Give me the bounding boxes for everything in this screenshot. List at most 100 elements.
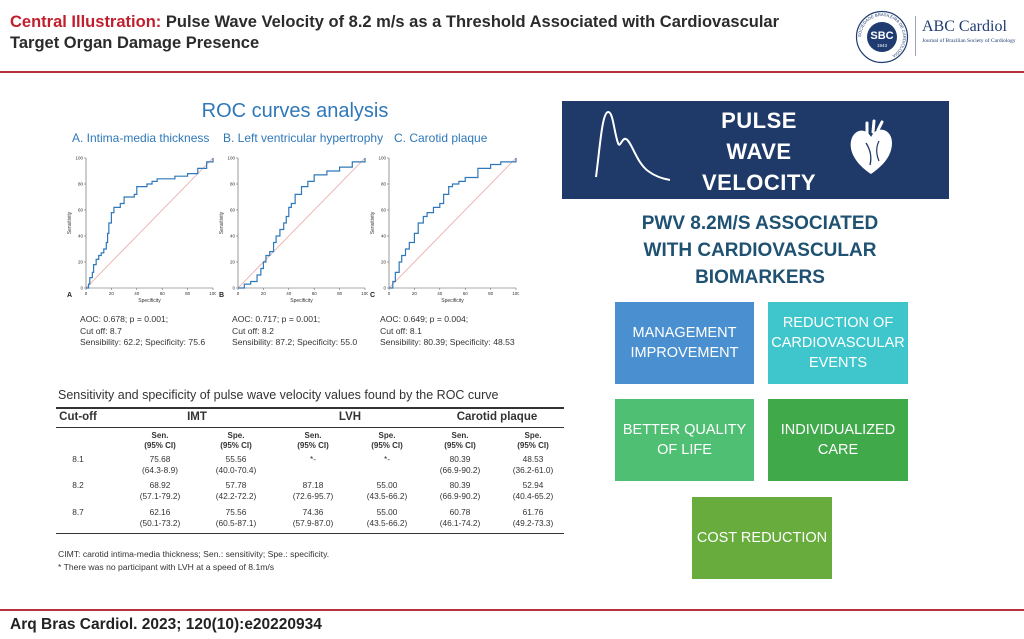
table-value: *- [310,454,316,464]
table-top-rule [56,407,564,409]
stat-line: Cut off: 8.2 [232,325,274,336]
y-tick-label: 60 [381,208,387,213]
col-sub-header: Sen. [151,431,169,440]
roc-stats-b: AOC: 0.717; p = 0.001; Cut off: 8.2 Sens… [232,314,357,349]
table-ci: (49.2-73.3) [512,518,554,528]
table-value: 55.56 [225,454,247,464]
y-tick-label: 40 [381,234,387,239]
table-ci: (40.4-65.2) [512,491,554,501]
col-header-cutoff: Cut-off [59,411,97,423]
stat-line: AOC: 0.678; p = 0.001; [80,314,169,324]
panel-letter: C [370,292,375,299]
table-ci: (66.9-90.2) [439,491,481,501]
association-heading: PWV 8.2M/S ASSOCIATED WITH CARDIOVASCULA… [600,210,920,291]
sbc-seal-logo: SBC 1943 SOCIEDADE BRASILEIRA DE CARDIOL… [855,10,909,64]
x-tick-label: 0 [388,291,391,296]
x-tick-label: 80 [337,291,343,296]
table-rule [56,427,564,428]
journal-logo-name: ABC Cardiol [922,18,1007,35]
roc-curve [86,158,214,289]
stat-line: AOC: 0.649; p = 0.004; [380,314,469,324]
col-sub-header-ci: (95% CI) [297,441,329,450]
pulse-wave-icon [595,111,671,181]
roc-curve [389,158,517,289]
outcome-individualized-care: INDIVIDUALIZED CARE [768,399,908,481]
table-value: *- [384,454,390,464]
stat-line: Cut off: 8.1 [380,325,422,336]
y-tick-label: 60 [230,208,236,213]
citation: Arq Bras Cardiol. 2023; 120(10):e2022093… [10,616,322,633]
roc-stats-c: AOC: 0.649; p = 0.004; Cut off: 8.1 Sens… [380,314,515,349]
table-ci: (42.2-72.2) [215,491,257,501]
x-tick-label: 20 [261,291,267,296]
title-text: Pulse Wave Velocity of 8.2 m/s as a Thre… [10,13,780,52]
panel-letter: B [219,292,224,299]
stat-line: AOC: 0.717; p = 0.001; [232,314,321,324]
y-tick-label: 100 [227,156,235,161]
table-ci: (43.5-66.2) [366,518,408,528]
table-value: 48.53 [522,454,544,464]
x-tick-label: 40 [437,291,443,296]
y-tick-label: 80 [381,182,387,187]
y-tick-label: 20 [381,260,387,265]
col-sub-header: Spe. [227,431,245,440]
outcome-reduction-cv-events: REDUCTION OF CARDIOVASCULAR EVENTS [768,302,908,384]
row-cutoff: 8.1 [72,454,84,464]
roc-stats-a: AOC: 0.678; p = 0.001; Cut off: 8.7 Sens… [80,314,205,349]
seal-text: SBC [870,30,893,42]
pwv-line: WAVE [726,139,792,164]
x-tick-label: 80 [488,291,494,296]
x-tick-label: 0 [85,291,88,296]
x-tick-label: 40 [134,291,140,296]
table-value: 80.39 [449,454,471,464]
x-tick-label: 80 [185,291,191,296]
outcome-management-improvement: MANAGEMENT IMPROVEMENT [615,302,754,384]
x-tick-label: 100 [512,291,519,296]
y-tick-label: 40 [230,234,236,239]
stat-line: Sensibility: 87.2; Specificity: 55.0 [232,337,358,347]
x-tick-label: 20 [109,291,115,296]
table-value: 75.56 [225,507,247,517]
x-tick-label: 20 [412,291,418,296]
roc-panel-c-title: C. Carotid plaque [394,131,488,145]
y-tick-label: 100 [378,156,386,161]
table-rule [56,533,564,534]
y-tick-label: 0 [383,286,386,291]
x-tick-label: 100 [209,291,216,296]
x-tick-label: 40 [286,291,292,296]
association-line: PWV 8.2M/S ASSOCIATED [641,213,879,234]
table-ci: (50.1-73.2) [139,518,181,528]
y-axis-label: Sensitivity [370,211,376,234]
table-value: 57.78 [225,480,247,490]
col-sub-header: Spe. [524,431,542,440]
table-ci: (57.1-79.2) [139,491,181,501]
col-sub-header-ci: (95% CI) [220,441,252,450]
y-tick-label: 0 [80,286,83,291]
x-tick-label: 60 [312,291,318,296]
col-sub-header-ci: (95% CI) [444,441,476,450]
pwv-banner-text: PULSE WAVE VELOCITY [684,105,834,198]
roc-chart-a: 0 20 40 60 80 100 0 20 40 60 80 100 Specificity Sensi… [67,156,216,305]
table-ci: (43.5-66.2) [366,491,408,501]
roc-panel-b-title: B. Left ventricular hypertrophy [223,131,384,145]
pwv-line: VELOCITY [701,170,816,195]
reference-line [237,157,366,289]
table-ci: (36.2-61.0) [512,465,554,475]
row-cutoff: 8.2 [72,480,84,490]
table-ci: (40.0-70.4) [215,465,257,475]
x-axis-label: Specificity [138,298,161,304]
roc-chart-b: 0 20 40 60 80 100 0 20 40 60 80 100 Specificity Sensi… [219,156,368,305]
page-title: Central Illustration: Pulse Wave Velocit… [10,12,830,54]
panel-letter: A [67,292,72,299]
table-value: 87.18 [302,480,324,490]
header: Central Illustration: Pulse Wave Velocit… [0,0,1024,73]
y-tick-label: 20 [230,260,236,265]
reference-line [85,157,214,289]
table-ci: (46.1-74.2) [439,518,481,528]
heart-icon [850,119,892,174]
roc-chart-c: 0 20 40 60 80 100 0 20 40 60 80 100 Specificity Sensi… [370,156,519,305]
col-group-header: IMT [187,411,207,423]
col-sub-header: Sen. [451,431,469,440]
y-tick-label: 60 [78,208,84,213]
seal-year: 1943 [877,43,888,48]
